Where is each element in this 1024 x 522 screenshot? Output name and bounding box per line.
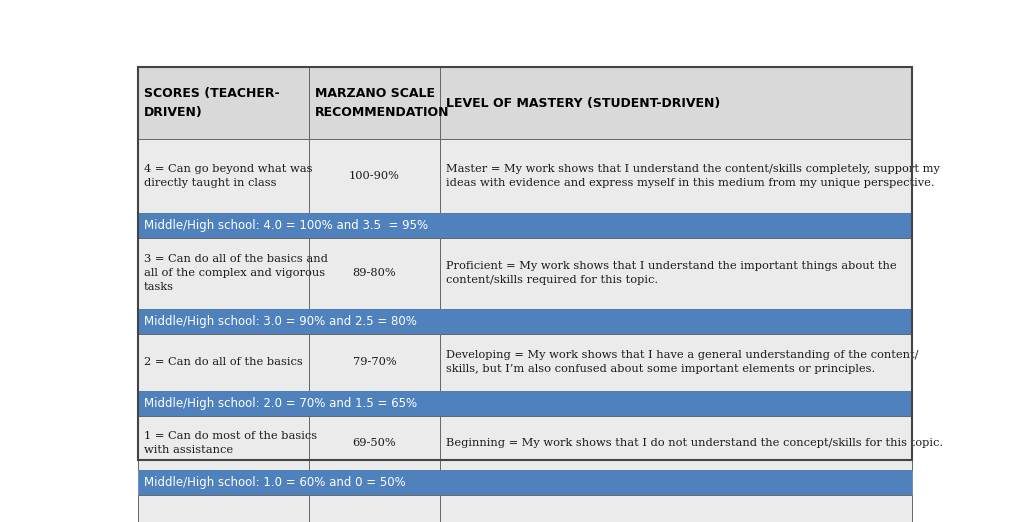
Text: Middle/High school: 3.0 = 90% and 2.5 = 80%: Middle/High school: 3.0 = 90% and 2.5 = … [143, 315, 417, 328]
Bar [309, 238, 440, 309]
Bar [309, 139, 440, 213]
Bar [309, 334, 440, 391]
Bar [440, 139, 912, 213]
Text: Middle/High school: 2.0 = 70% and 1.5 = 65%: Middle/High school: 2.0 = 70% and 1.5 = … [143, 397, 417, 410]
Text: Beginning = My work shows that I do not understand the concept/skills for this t: Beginning = My work shows that I do not … [446, 438, 943, 448]
Text: 2 = Can do all of the basics: 2 = Can do all of the basics [143, 357, 303, 367]
Text: 89-80%: 89-80% [352, 268, 396, 278]
Text: 69-50%: 69-50% [352, 438, 396, 448]
Text: 100-90%: 100-90% [349, 171, 399, 181]
Text: 4 = Can go beyond what was
directly taught in class: 4 = Can go beyond what was directly taug… [143, 164, 312, 188]
Text: Middle/High school: 4.0 = 100% and 3.5  = 95%: Middle/High school: 4.0 = 100% and 3.5 =… [143, 219, 428, 232]
Bar [440, 238, 912, 309]
Bar [137, 334, 309, 391]
Text: LEVEL OF MASTERY (STUDENT-DRIVEN): LEVEL OF MASTERY (STUDENT-DRIVEN) [446, 97, 721, 110]
Text: Master = My work shows that I understand the content/skills completely, support : Master = My work shows that I understand… [446, 164, 940, 188]
Text: 3 = Can do all of the basics and
all of the complex and vigorous
tasks: 3 = Can do all of the basics and all of … [143, 254, 328, 292]
Bar [440, 416, 912, 470]
Bar [137, 470, 912, 495]
Bar [309, 495, 440, 522]
Bar [137, 309, 912, 334]
Bar [137, 238, 309, 309]
Text: Middle/High school: 1.0 = 60% and 0 = 50%: Middle/High school: 1.0 = 60% and 0 = 50… [143, 476, 406, 489]
Bar [440, 67, 912, 139]
Text: 79-70%: 79-70% [352, 357, 396, 367]
Bar [137, 67, 309, 139]
Text: MARZANO SCALE
RECOMMENDATION: MARZANO SCALE RECOMMENDATION [315, 87, 450, 119]
Bar [309, 67, 440, 139]
Text: 1 = Can do most of the basics
with assistance: 1 = Can do most of the basics with assis… [143, 431, 317, 455]
Bar [440, 334, 912, 391]
Text: Proficient = My work shows that I understand the important things about the
cont: Proficient = My work shows that I unders… [446, 262, 897, 286]
Text: Developing = My work shows that I have a general understanding of the content/
s: Developing = My work shows that I have a… [446, 350, 919, 374]
Bar [137, 416, 309, 470]
Bar [137, 495, 309, 522]
Bar [137, 139, 309, 213]
Text: SCORES (TEACHER-
DRIVEN): SCORES (TEACHER- DRIVEN) [143, 87, 280, 119]
Bar [137, 213, 912, 238]
Bar [309, 416, 440, 470]
Bar [137, 391, 912, 416]
Bar [440, 495, 912, 522]
